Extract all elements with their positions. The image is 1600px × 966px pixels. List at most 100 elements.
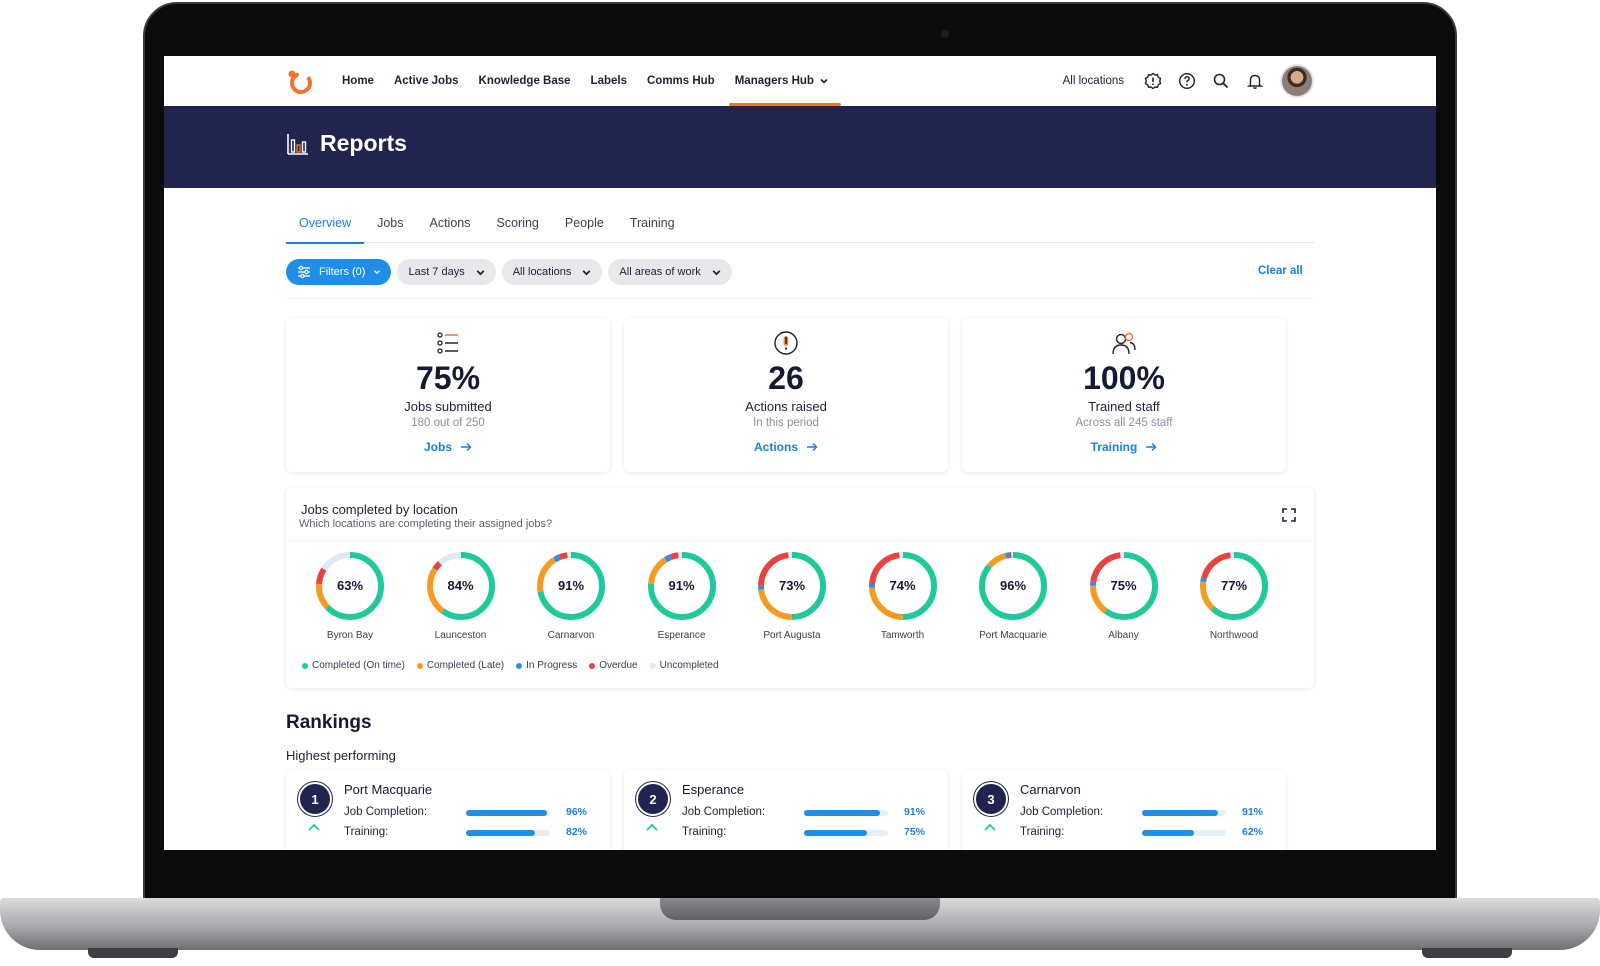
arrow-right-icon (807, 442, 818, 452)
nav-item-active-jobs[interactable]: Active Jobs (394, 56, 459, 106)
progress-track (466, 810, 550, 816)
donut-tamworth[interactable]: 74% Tamworth (853, 548, 953, 648)
jobs-by-location-card: Jobs completed by location Which locatio… (286, 488, 1314, 688)
donut-chart (979, 552, 1047, 620)
nav-item-labels[interactable]: Labels (591, 56, 627, 106)
nav-item-managers-hub[interactable]: Managers Hub (728, 56, 842, 106)
donut-byron-bay[interactable]: 63% Byron Bay (300, 548, 400, 648)
stat-card-jobs: 75% Jobs submitted 180 out of 250 Jobs (286, 318, 610, 472)
warning-circle-icon (774, 331, 798, 355)
filters-button[interactable]: Filters (0) (286, 259, 392, 285)
donut-segment-completed-late (316, 552, 384, 620)
rankings-title: Rankings (286, 712, 372, 733)
tab-training[interactable]: Training (629, 216, 675, 230)
alert-badge-icon[interactable] (1144, 72, 1162, 90)
donut-esperance[interactable]: 91% Esperance (632, 548, 732, 648)
tab-actions[interactable]: Actions (429, 216, 471, 230)
search-icon[interactable] (1212, 72, 1230, 90)
nav-item-knowledge-base[interactable]: Knowledge Base (479, 56, 571, 106)
clear-all-link[interactable]: Clear all (1258, 265, 1303, 277)
tab-people[interactable]: People (564, 216, 604, 230)
stat-value: 75% (415, 360, 481, 396)
chart-legend: Completed (On time) Completed (Late) In Pr… (302, 660, 719, 671)
tab-jobs[interactable]: Jobs (377, 216, 404, 230)
rank-location-name: Port Macquarie (344, 782, 433, 797)
legend-item: In Progress (516, 660, 577, 671)
donut-percent-label: 75% (1110, 578, 1137, 593)
donut-percent-label: 73% (778, 578, 806, 593)
rank-badge: 3 (976, 784, 1006, 814)
donut-port-macquarie[interactable]: 96% Port Macquarie (963, 548, 1063, 648)
bell-icon[interactable] (1246, 72, 1264, 90)
laptop-notch (660, 898, 940, 920)
rank-badge: 1 (300, 784, 330, 814)
progress-track (1142, 810, 1226, 816)
chevron-down-icon (712, 269, 721, 275)
legend-item: Overdue (589, 660, 638, 671)
tab-scoring[interactable]: Scoring (496, 216, 539, 230)
donut-chart (316, 552, 384, 620)
nav-menu: Home Active Jobs Knowledge Base Labels C… (342, 56, 849, 106)
donut-chart-row: 63% Byron Bay 84% Launceston 91% Carnarvon 91%… (286, 548, 1314, 648)
donut-segment-completed-late (426, 552, 495, 620)
donut-percent-label: 96% (999, 578, 1027, 593)
progress-fill (1142, 810, 1219, 816)
location-selector[interactable]: All locations (1062, 75, 1124, 87)
legend-item: Completed (Late) (416, 660, 504, 671)
laptop-foot (1422, 948, 1512, 958)
training-link[interactable]: Training (962, 440, 1286, 454)
rank-metric-row: Job Completion: 91% (682, 806, 932, 820)
area-of-work-filter[interactable]: All areas of work (608, 259, 732, 285)
donut-northwood[interactable]: 77% Northwood (1184, 548, 1284, 648)
nav-item-comms-hub[interactable]: Comms Hub (647, 56, 715, 106)
app-logo-icon[interactable] (286, 68, 314, 96)
ranking-card[interactable]: 1 Port Macquarie Job Completion: 96% Tra… (286, 770, 610, 850)
donut-segment-in-progress (758, 552, 826, 620)
chart-subtitle: Which locations are completing their ass… (299, 518, 553, 530)
metric-label: Job Completion: (682, 806, 766, 818)
progress-track (1142, 830, 1226, 836)
donut-segment-uncompleted (316, 552, 384, 620)
rank-metric-row: Training: 62% (1020, 826, 1270, 840)
progress-track (804, 830, 888, 836)
metric-percent: 91% (1242, 806, 1264, 818)
jobs-link[interactable]: Jobs (286, 440, 610, 454)
legend-swatch (516, 662, 523, 669)
donut-albany[interactable]: 75% Albany (1074, 548, 1174, 648)
ranking-card[interactable]: 3 Carnarvon Job Completion: 91% Training… (962, 770, 1286, 850)
ranking-card[interactable]: 2 Esperance Job Completion: 91% Training… (624, 770, 948, 850)
nav-label: Active Jobs (393, 75, 459, 87)
page-header: Reports (164, 106, 1436, 188)
expand-icon[interactable] (1282, 508, 1296, 522)
chevron-down-icon (374, 270, 381, 275)
legend-label: Uncompleted (659, 660, 719, 671)
date-range-filter[interactable]: Last 7 days (397, 259, 496, 285)
help-icon[interactable] (1178, 72, 1196, 90)
donut-segment-uncompleted (537, 552, 605, 620)
avatar[interactable] (1280, 64, 1314, 98)
rank-metric-row: Job Completion: 96% (344, 806, 594, 820)
tab-overview[interactable]: Overview (286, 213, 365, 244)
actions-link[interactable]: Actions (624, 440, 948, 454)
stat-value: 100% (1083, 360, 1165, 396)
donut-segment-in-progress (868, 552, 937, 620)
metric-label: Training: (682, 826, 727, 838)
location-filter[interactable]: All locations (501, 259, 603, 285)
rank-badge: 2 (638, 784, 668, 814)
donut-port-augusta[interactable]: 73% Port Augusta (742, 548, 842, 648)
nav-item-home[interactable]: Home (342, 56, 374, 106)
rank-metric-row: Training: 75% (682, 826, 932, 840)
donut-launceston[interactable]: 84% Launceston (411, 548, 511, 648)
donut-location-label: Tamworth (880, 630, 925, 641)
donut-carnarvon[interactable]: 91% Carnarvon (521, 548, 621, 648)
arrow-right-icon (461, 442, 472, 452)
stat-card-training: 100% Trained staff Across all 245 staff … (962, 318, 1286, 472)
donut-location-label: Carnarvon (547, 630, 595, 641)
donut-segment-uncompleted (758, 552, 826, 620)
metric-percent: 82% (566, 826, 588, 838)
nav-label: Labels (590, 75, 627, 87)
metric-percent: 75% (904, 826, 926, 838)
camera (941, 30, 949, 38)
legend-swatch (649, 662, 656, 669)
progress-fill (1142, 830, 1195, 836)
